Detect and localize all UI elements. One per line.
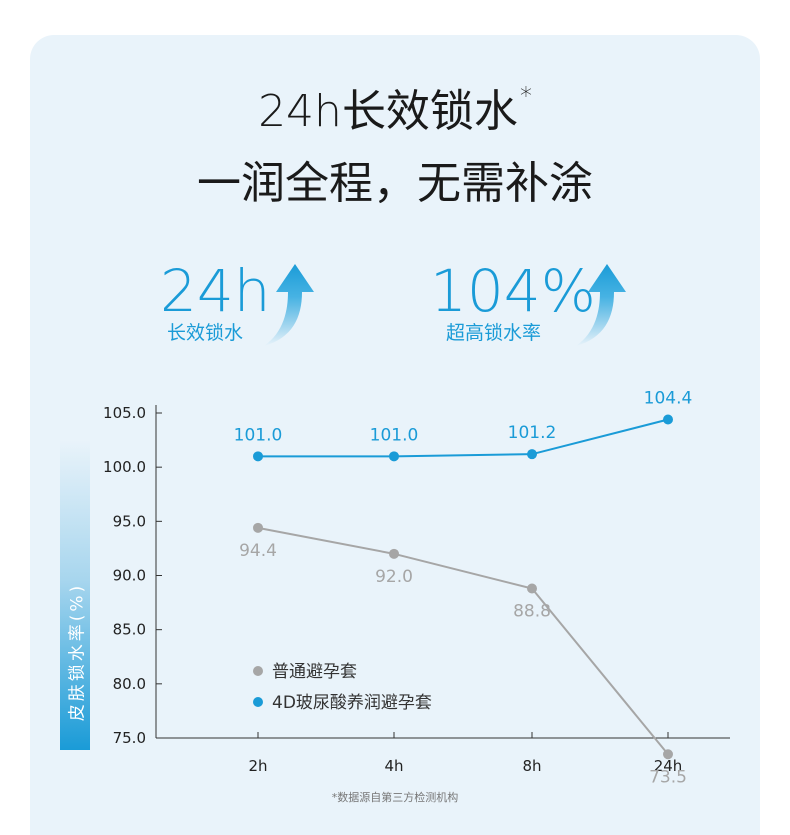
- data-point-4d: [663, 414, 673, 425]
- x-tick-label: 2h: [248, 757, 267, 775]
- data-point-regular: [527, 583, 537, 594]
- x-tick-label: 24h: [654, 757, 683, 775]
- data-label-regular: 94.4: [239, 541, 277, 561]
- data-label-regular: 73.5: [649, 767, 687, 787]
- y-tick-label: 80.0: [113, 675, 146, 693]
- up-arrow-icon: [576, 264, 626, 346]
- y-tick-label: 85.0: [113, 621, 146, 639]
- data-point-4d: [253, 451, 263, 462]
- y-axis-title-band: [60, 440, 90, 750]
- legend-item-regular: 普通避孕套: [272, 662, 357, 682]
- stat-label: 超高锁水率: [446, 322, 542, 344]
- legend-item-regular-marker: [253, 666, 263, 676]
- headline-line-1: 24h长效锁水*: [0, 84, 790, 134]
- data-point-4d: [389, 451, 399, 462]
- y-tick-label: 105.0: [103, 404, 146, 422]
- x-tick-label: 8h: [522, 757, 541, 775]
- series-line-4d: [258, 418, 669, 458]
- headline-line-2: 一润全程，无需补涂: [197, 158, 593, 209]
- stat-label: 长效锁水: [167, 322, 244, 344]
- y-tick-label: 90.0: [113, 567, 146, 585]
- headline-main: 24h长效锁水: [258, 86, 518, 137]
- data-label-4d: 104.4: [644, 389, 693, 409]
- y-tick-label: 100.0: [103, 458, 146, 476]
- data-label-4d: 101.2: [508, 423, 557, 443]
- data-label-regular: 92.0: [375, 567, 413, 587]
- up-arrow-icon: [264, 264, 314, 346]
- headline-footnote-mark: *: [519, 82, 532, 110]
- data-point-regular: [253, 522, 263, 533]
- source-footnote: *数据源自第三方检测机构: [331, 791, 459, 804]
- legend-item-4d-marker: [253, 697, 263, 707]
- data-point-4d: [527, 449, 537, 460]
- data-label-4d: 101.0: [234, 425, 283, 445]
- data-point-regular: [663, 749, 673, 760]
- y-tick-label: 95.0: [113, 512, 146, 530]
- legend-item-4d: 4D玻尿酸养润避孕套: [272, 693, 432, 713]
- stat-value: 104%: [430, 257, 596, 325]
- series-line-regular: [257, 526, 669, 755]
- content-card: [30, 35, 760, 835]
- x-tick-label: 4h: [384, 757, 403, 775]
- data-label-regular: 88.8: [513, 602, 551, 622]
- stat-value: 24h: [160, 257, 271, 325]
- data-point-regular: [389, 548, 399, 559]
- data-label-4d: 101.0: [370, 425, 419, 445]
- y-tick-label: 75.0: [113, 729, 146, 747]
